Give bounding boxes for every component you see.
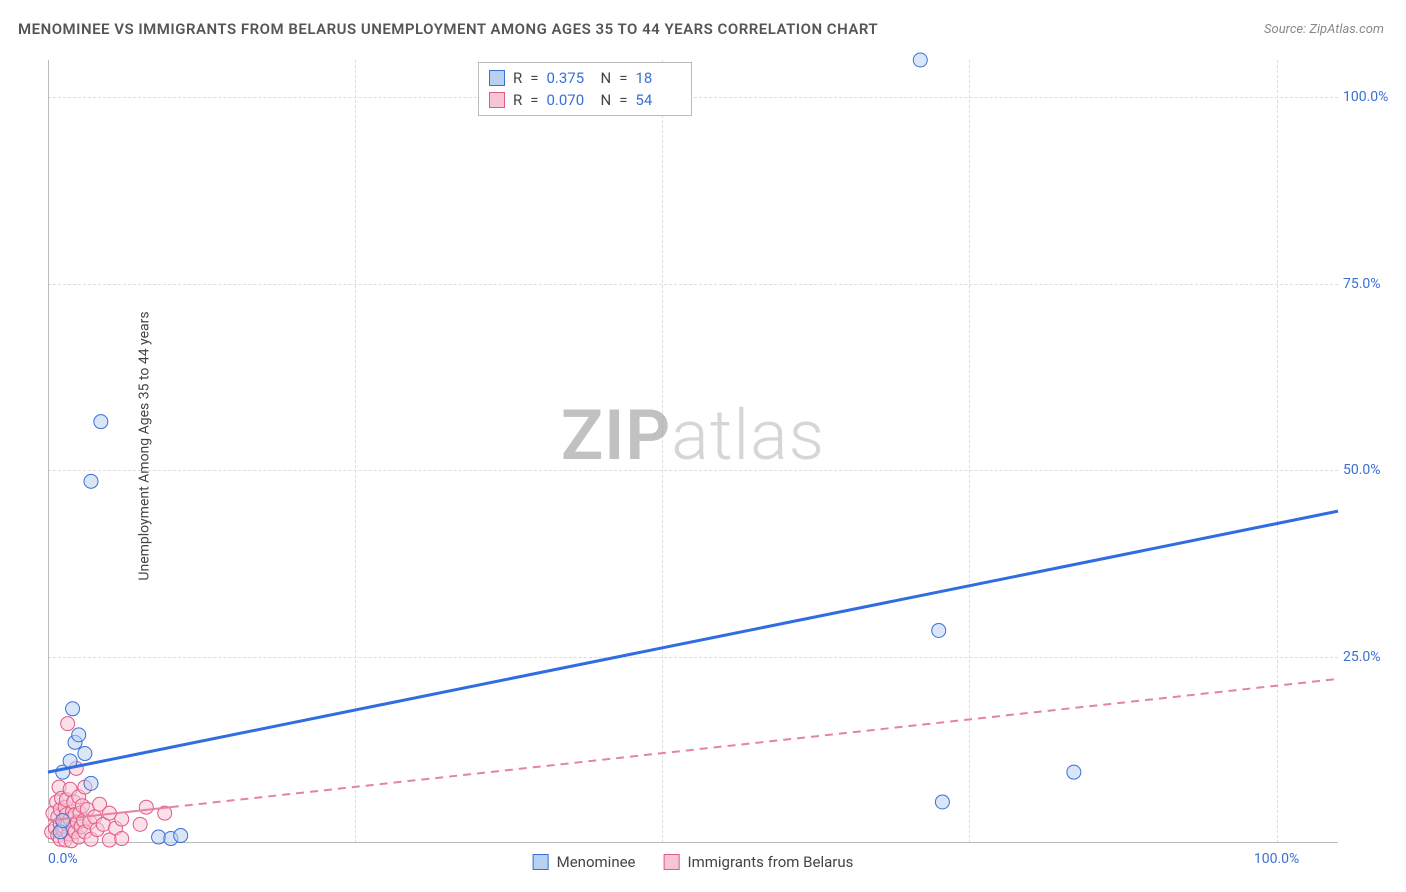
stats-row-series2: R = 0.070 N = 54	[489, 89, 681, 111]
data-point	[115, 812, 129, 826]
data-point	[61, 717, 75, 731]
legend-square-s1	[533, 854, 549, 870]
legend-square-s2	[664, 854, 680, 870]
scatter-svg	[48, 60, 1338, 843]
trendline	[171, 679, 1338, 807]
source-attribution: Source: ZipAtlas.com	[1264, 22, 1384, 37]
legend-square-series1	[489, 70, 505, 86]
chart-title: MENOMINEE VS IMMIGRANTS FROM BELARUS UNE…	[18, 20, 878, 38]
data-point	[84, 474, 98, 488]
data-point	[935, 795, 949, 809]
data-point	[115, 832, 129, 846]
data-point	[932, 623, 946, 637]
data-point	[84, 776, 98, 790]
data-point	[152, 830, 166, 844]
y-tick-label: 25.0%	[1343, 649, 1398, 665]
data-point	[1067, 765, 1081, 779]
trendline	[48, 511, 1338, 772]
data-point	[72, 728, 86, 742]
data-point	[78, 747, 92, 761]
y-tick-label: 50.0%	[1343, 462, 1398, 478]
data-point	[56, 814, 70, 828]
data-point	[94, 415, 108, 429]
y-tick-label: 100.0%	[1343, 89, 1398, 105]
correlation-stats-box: R = 0.375 N = 18 R = 0.070 N = 54	[478, 62, 692, 116]
legend-item-series2: Immigrants from Belarus	[664, 853, 854, 871]
data-point	[133, 817, 147, 831]
data-point	[913, 53, 927, 67]
x-tick-label: 100.0%	[1254, 851, 1299, 867]
data-point	[66, 702, 80, 716]
y-tick-label: 75.0%	[1343, 276, 1398, 292]
legend-label-s2: Immigrants from Belarus	[688, 853, 854, 871]
legend-square-series2	[489, 92, 505, 108]
bottom-legend: Menominee Immigrants from Belarus	[533, 853, 854, 871]
data-point	[174, 829, 188, 843]
plot-area: ZIPatlas R = 0.375 N = 18 R = 0.070 N = …	[48, 60, 1338, 843]
stats-row-series1: R = 0.375 N = 18	[489, 67, 681, 89]
x-tick-label: 0.0%	[48, 851, 78, 867]
legend-label-s1: Menominee	[557, 853, 636, 871]
data-point	[139, 800, 153, 814]
legend-item-series1: Menominee	[533, 853, 636, 871]
